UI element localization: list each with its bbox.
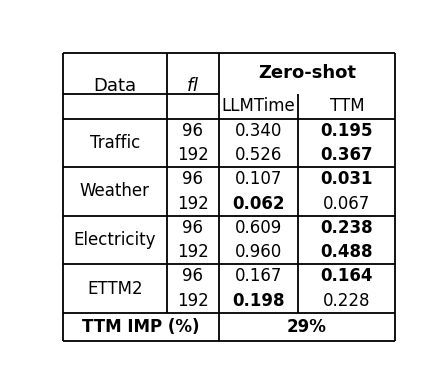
Text: LLMTime: LLMTime (222, 97, 295, 115)
Text: 96: 96 (182, 170, 203, 188)
Text: TTM: TTM (329, 97, 364, 115)
Text: 0.198: 0.198 (232, 292, 285, 310)
Text: TTM IMP (%): TTM IMP (%) (82, 318, 199, 336)
Text: 0.488: 0.488 (320, 243, 373, 261)
Text: 0.960: 0.960 (235, 243, 282, 261)
Text: 0.067: 0.067 (323, 195, 371, 213)
Text: 0.340: 0.340 (235, 122, 282, 140)
Text: 0.609: 0.609 (235, 219, 282, 237)
Text: Data: Data (93, 77, 136, 95)
Text: Traffic: Traffic (90, 134, 140, 152)
Text: 0.238: 0.238 (320, 219, 373, 237)
Text: 192: 192 (177, 292, 209, 310)
Text: 0.031: 0.031 (320, 170, 373, 188)
Text: 192: 192 (177, 195, 209, 213)
Text: ETTM2: ETTM2 (87, 280, 143, 298)
Text: 0.167: 0.167 (235, 268, 282, 285)
Text: Zero-shot: Zero-shot (258, 64, 356, 82)
Text: 0.164: 0.164 (320, 268, 373, 285)
Text: 29%: 29% (287, 318, 327, 336)
Text: 192: 192 (177, 146, 209, 164)
Text: 96: 96 (182, 219, 203, 237)
Text: 192: 192 (177, 243, 209, 261)
Text: 0.228: 0.228 (323, 292, 371, 310)
Text: Electricity: Electricity (73, 231, 156, 249)
Text: $fl$: $fl$ (186, 77, 199, 95)
Text: Weather: Weather (80, 183, 150, 200)
Text: 0.367: 0.367 (320, 146, 373, 164)
Text: 0.107: 0.107 (235, 170, 282, 188)
Text: 96: 96 (182, 122, 203, 140)
Text: 0.195: 0.195 (320, 122, 373, 140)
Text: 96: 96 (182, 268, 203, 285)
Text: 0.062: 0.062 (232, 195, 285, 213)
Text: 0.526: 0.526 (235, 146, 282, 164)
